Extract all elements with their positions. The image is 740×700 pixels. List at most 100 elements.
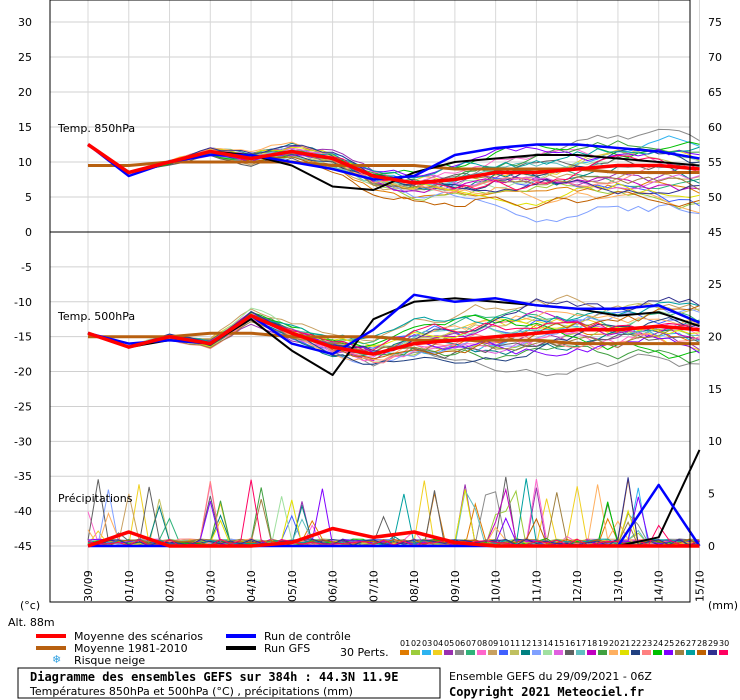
right-tick-label: 65 (708, 86, 722, 99)
pert-number: 29 (708, 639, 718, 648)
date-tick-label: 04/10 (245, 570, 258, 602)
legend-control-label: Run de contrôle (264, 630, 351, 643)
pert-number: 26 (675, 639, 685, 648)
right-tick-label: 55 (708, 156, 722, 169)
series-line-1 (88, 331, 700, 346)
pert-color-box (598, 650, 607, 655)
pert-number: 04 (433, 639, 443, 648)
left-tick-label: 0 (25, 226, 32, 239)
pert-number: 13 (532, 639, 542, 648)
main-series-lines (87, 143, 701, 548)
right-tick-label: 25 (708, 278, 722, 291)
pert-number: 03 (422, 639, 432, 648)
label-temp-850: Temp. 850hPa (57, 122, 135, 135)
legend-snow-label: Risque neige (74, 654, 145, 667)
pert-number: 19 (598, 639, 608, 648)
footer: Diagramme des ensembles GEFS sur 384h : … (17, 667, 652, 699)
chart-grid (50, 0, 700, 580)
pert-number: 27 (686, 639, 696, 648)
pert-color-box (521, 650, 530, 655)
date-tick-label: 07/10 (367, 570, 380, 602)
legend-perts-label: 30 Perts. (340, 646, 389, 659)
pert-number: 17 (576, 639, 586, 648)
date-tick-label: 03/10 (204, 570, 217, 602)
right-tick-label: 70 (708, 51, 722, 64)
date-tick-label: 12/10 (571, 570, 584, 602)
pert-number: 14 (543, 639, 553, 648)
pert-number: 09 (488, 639, 498, 648)
pert-number: 24 (653, 639, 663, 648)
pert-number: 22 (631, 639, 641, 648)
pert-number: 23 (642, 639, 652, 648)
pert-color-box (576, 650, 585, 655)
pert-color-box (565, 650, 574, 655)
pert-number: 15 (554, 639, 564, 648)
footer-box (17, 667, 441, 699)
pert-number: 06 (455, 639, 465, 648)
pert-color-box (708, 650, 717, 655)
left-tick-label: 10 (18, 156, 32, 169)
pert-color-box (455, 650, 464, 655)
date-tick-label: 02/10 (164, 570, 177, 602)
pert-number: 25 (664, 639, 674, 648)
pert-color-box (488, 650, 497, 655)
left-tick-label: -30 (14, 435, 32, 448)
pert-color-box (653, 650, 662, 655)
right-tick-label: 20 (708, 330, 722, 343)
pert-color-box (444, 650, 453, 655)
pert-number: 28 (697, 639, 707, 648)
pert-number: 16 (565, 639, 575, 648)
left-tick-label: -40 (14, 505, 32, 518)
pert-number: 18 (587, 639, 597, 648)
pert-line-precip (87, 479, 700, 547)
date-tick-label: 06/10 (327, 570, 340, 602)
pert-color-box (609, 650, 618, 655)
legend-gfs-label: Run GFS (264, 642, 310, 655)
footer-copyright: Copyright 2021 Meteociel.fr (449, 685, 644, 699)
pert-color-box (499, 650, 508, 655)
series-line-0 (88, 160, 700, 174)
left-tick-label: -15 (14, 331, 32, 344)
pert-color-box (664, 650, 673, 655)
label-temp-500: Temp. 500hPa (57, 310, 135, 323)
date-tick-label: 08/10 (408, 570, 421, 602)
left-tick-label: 5 (25, 191, 32, 204)
pert-color-box (642, 650, 651, 655)
left-tick-label: -45 (14, 540, 32, 553)
left-tick-label: -10 (14, 296, 32, 309)
pert-color-box (543, 650, 552, 655)
right-tick-label: 75 (708, 16, 722, 29)
date-tick-label: 30/09 (82, 570, 95, 602)
pert-color-box (631, 650, 640, 655)
pert-number: 12 (521, 639, 531, 648)
right-tick-label: 5 (708, 488, 715, 501)
pert-color-box (719, 650, 728, 655)
pert-number: 01 (400, 639, 410, 648)
date-tick-label: 05/10 (286, 570, 299, 602)
pert-color-box (697, 650, 706, 655)
pert-color-box (477, 650, 486, 655)
date-tick-label: 15/10 (693, 570, 706, 602)
pert-number: 10 (499, 639, 509, 648)
right-tick-label: 15 (708, 383, 722, 396)
date-tick-label: 10/10 (490, 570, 503, 602)
left-tick-label: -35 (14, 470, 32, 483)
pert-color-box (620, 650, 629, 655)
snowflake-icon: ❄ (52, 653, 61, 666)
pert-number: 05 (444, 639, 454, 648)
pert-number: 20 (609, 639, 619, 648)
left-tick-label: 20 (18, 86, 32, 99)
pert-color-box (466, 650, 475, 655)
label-precipitations: Précipitations (58, 492, 133, 505)
footer-title: Diagramme des ensembles GEFS sur 384h : … (30, 670, 398, 684)
legend: Moyenne des scénarios Moyenne 1981-2010 … (36, 630, 729, 667)
series-line-2 (88, 483, 701, 548)
date-tick-label: 14/10 (653, 570, 666, 602)
pert-number: 21 (620, 639, 630, 648)
pert-color-box (400, 650, 409, 655)
footer-ensemble: Ensemble GEFS du 29/09/2021 - 06Z (449, 670, 652, 683)
right-tick-label: 60 (708, 121, 722, 134)
right-tick-label: 50 (708, 191, 722, 204)
series-line-1 (87, 313, 700, 356)
